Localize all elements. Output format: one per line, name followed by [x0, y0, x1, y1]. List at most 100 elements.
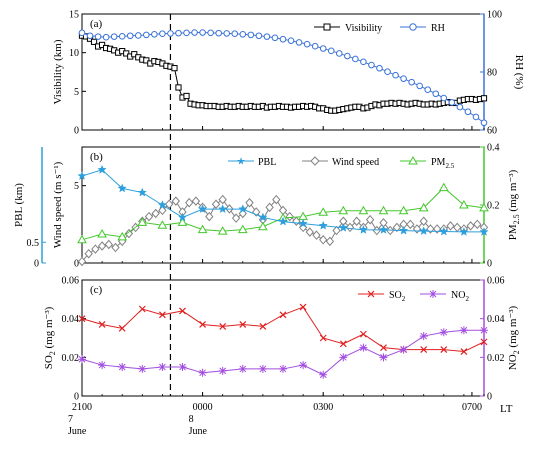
pbl-point: [358, 225, 369, 234]
rh-point: [448, 99, 456, 106]
rh-point: [207, 29, 214, 37]
pm2-5-point: [418, 202, 429, 212]
series-rh: [78, 29, 488, 127]
wind-speed-point: [185, 197, 194, 208]
pm2-5-point: [338, 205, 349, 215]
ylabel-no2-sub: 2: [512, 350, 521, 354]
pbl-point: [177, 212, 188, 222]
pm2-5-point: [77, 234, 87, 244]
no2-point: [258, 364, 267, 373]
wind-speed-point: [171, 196, 180, 206]
no2-point: [419, 332, 428, 341]
series-no2: [78, 326, 488, 379]
so2-point: [380, 344, 387, 352]
no2-point: [158, 363, 167, 371]
tick-layer: 051015608010000.50500.20.400.020.040.060…: [27, 10, 505, 438]
legend-no2-sub: 2: [465, 295, 469, 303]
legend-pm25-text: PM2.5: [431, 157, 455, 170]
wind-speed-point: [265, 202, 274, 213]
rh-point: [94, 33, 102, 40]
pm2-5-point: [137, 217, 148, 226]
rh-point: [167, 30, 174, 37]
rh-point: [424, 86, 432, 93]
so2-point: [299, 303, 307, 311]
wind-speed-point: [97, 241, 107, 251]
series-so2: [78, 303, 488, 355]
no2-point: [299, 361, 308, 370]
rh-point: [480, 119, 488, 127]
rh-point: [408, 78, 415, 86]
pm25-tick-label: 0.4: [487, 143, 500, 154]
pbl-point: [137, 187, 147, 197]
pbl-tick-label: 0.5: [27, 238, 40, 249]
x-tick-label: 7: [68, 414, 73, 425]
legend-no2-text: NO2: [451, 290, 469, 303]
rh-point: [464, 108, 472, 116]
pm2-5-point: [358, 205, 369, 215]
legend-pbl-text: PBL: [258, 157, 276, 168]
pm2-5-point: [237, 224, 248, 234]
wind-speed-point: [191, 196, 201, 206]
pm2-5-point: [177, 217, 188, 226]
wind-speed-point: [419, 216, 428, 226]
visibility-point: [183, 92, 190, 100]
pm2-5-point: [378, 205, 389, 215]
legend-so2-marker: [367, 290, 375, 298]
ylabel-pm25-unit: (mg m⁻³): [507, 169, 519, 214]
so2-point: [440, 346, 448, 354]
rh-point: [110, 33, 118, 40]
pm25-tick-label: 0.2: [487, 201, 500, 212]
pbl-point: [97, 164, 107, 174]
so2-point: [319, 334, 327, 342]
wind-speed-point: [205, 211, 214, 222]
pm25-tick-label: 0: [487, 259, 492, 270]
pm2-5-point: [157, 220, 168, 229]
no2-point: [78, 355, 86, 364]
rh-point: [472, 113, 480, 121]
so2-point: [480, 338, 488, 346]
x-tick-label: 0700: [462, 402, 482, 413]
rh-point: [344, 52, 351, 60]
pm2-5-point: [398, 205, 409, 215]
so2-point: [219, 322, 227, 330]
ylabel-so2-main: SO: [43, 355, 55, 369]
pbl-point: [419, 226, 429, 236]
legend-pbl-marker: ★: [237, 157, 246, 168]
wind-speed-point: [466, 221, 475, 231]
so2-point: [179, 307, 186, 315]
pm2-5-point: [479, 202, 489, 212]
rh-point: [215, 29, 222, 37]
no2-point: [319, 370, 328, 379]
rh-tick-label: 80: [487, 68, 497, 79]
pm2-5-point: [258, 221, 268, 231]
wind-speed-point: [372, 225, 381, 236]
no2-tick-label: 0.06: [487, 276, 505, 287]
wind-speed-point: [77, 256, 87, 267]
pbl-point: [459, 227, 469, 236]
pm2-5-point: [318, 207, 329, 216]
ylabel-no2-unit: (mg m⁻³): [507, 305, 519, 350]
rh-point: [239, 31, 247, 38]
visibility-tick-label: 0: [74, 126, 79, 137]
x-tick-label: June: [189, 426, 208, 437]
pm2-5-point: [438, 182, 449, 192]
series-visibility-line: [81, 35, 485, 112]
rh-point: [247, 31, 255, 39]
ylabel-visibility: Visibility (km): [52, 39, 64, 104]
wind-speed-point: [406, 219, 415, 230]
no2-point: [359, 343, 368, 352]
so2-point: [78, 315, 86, 323]
wind-speed-point: [218, 194, 227, 205]
pbl-point: [398, 225, 409, 235]
x-tick-label: 2100: [72, 402, 92, 413]
legend-pm25-sub: 2.5: [445, 162, 454, 170]
pbl-point: [479, 227, 489, 236]
visibility-point: [171, 65, 178, 72]
legend-panel-b: ★ PBL Wind speed PM2.5: [228, 155, 455, 170]
pbl-point: [278, 216, 288, 226]
rh-point: [368, 61, 375, 69]
visibility-tick-label: 5: [74, 87, 79, 98]
x-tick-label: June: [68, 426, 87, 437]
no2-point: [439, 328, 448, 337]
